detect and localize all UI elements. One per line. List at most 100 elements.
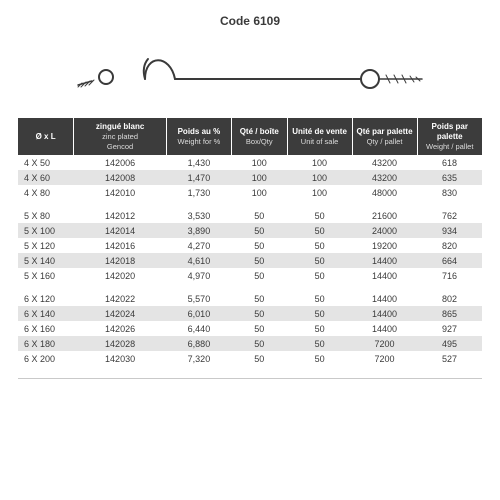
cell-w: 1,470 <box>166 170 231 185</box>
cell-dim: 5 X 120 <box>18 238 74 253</box>
table-row: 6 X 2001420307,32050507200527 <box>18 351 482 366</box>
cell-wp: 830 <box>417 185 482 200</box>
cell-dim: 4 X 50 <box>18 155 74 170</box>
cell-dim: 6 X 200 <box>18 351 74 366</box>
cell-code: 142014 <box>74 223 167 238</box>
cell-unit: 100 <box>287 185 352 200</box>
cell-code: 142018 <box>74 253 167 268</box>
cell-unit: 50 <box>287 208 352 223</box>
cell-box: 100 <box>231 185 287 200</box>
table-row: 6 X 1401420246,010505014400865 <box>18 306 482 321</box>
cell-wp: 762 <box>417 208 482 223</box>
cell-code: 142008 <box>74 170 167 185</box>
cell-w: 6,010 <box>166 306 231 321</box>
cell-code: 142006 <box>74 155 167 170</box>
col-header-4: Unité de venteUnit of sale <box>287 118 352 155</box>
cell-box: 100 <box>231 155 287 170</box>
cell-wp: 618 <box>417 155 482 170</box>
cell-w: 4,610 <box>166 253 231 268</box>
cell-box: 50 <box>231 291 287 306</box>
cell-pal: 19200 <box>352 238 417 253</box>
table-row: 5 X 1401420184,610505014400664 <box>18 253 482 268</box>
cell-dim: 5 X 80 <box>18 208 74 223</box>
cell-wp: 527 <box>417 351 482 366</box>
cell-unit: 50 <box>287 223 352 238</box>
cell-wp: 820 <box>417 238 482 253</box>
cell-w: 1,730 <box>166 185 231 200</box>
table-row: 4 X 501420061,43010010043200618 <box>18 155 482 170</box>
cell-pal: 14400 <box>352 321 417 336</box>
cell-box: 50 <box>231 238 287 253</box>
cell-w: 6,440 <box>166 321 231 336</box>
cell-code: 142028 <box>74 336 167 351</box>
cell-w: 7,320 <box>166 351 231 366</box>
cell-w: 1,430 <box>166 155 231 170</box>
col-header-5: Qté par paletteQty / pallet <box>352 118 417 155</box>
cell-w: 3,530 <box>166 208 231 223</box>
cell-box: 50 <box>231 223 287 238</box>
cell-wp: 716 <box>417 268 482 283</box>
cell-wp: 934 <box>417 223 482 238</box>
col-header-0: Ø x L <box>18 118 74 155</box>
cell-code: 142022 <box>74 291 167 306</box>
cell-pal: 48000 <box>352 185 417 200</box>
cell-unit: 50 <box>287 238 352 253</box>
footer-divider <box>18 378 482 379</box>
cell-w: 4,270 <box>166 238 231 253</box>
cell-dim: 6 X 140 <box>18 306 74 321</box>
cell-box: 50 <box>231 321 287 336</box>
table-row: 5 X 801420123,530505021600762 <box>18 208 482 223</box>
cell-box: 50 <box>231 351 287 366</box>
cell-unit: 100 <box>287 170 352 185</box>
cell-unit: 50 <box>287 268 352 283</box>
cell-dim: 5 X 100 <box>18 223 74 238</box>
spec-table: Ø x Lzingué blanczinc platedGencodPoids … <box>18 118 482 366</box>
cell-w: 4,970 <box>166 268 231 283</box>
cell-w: 3,890 <box>166 223 231 238</box>
cell-wp: 664 <box>417 253 482 268</box>
cell-unit: 50 <box>287 306 352 321</box>
table-row: 5 X 1601420204,970505014400716 <box>18 268 482 283</box>
col-header-3: Qté / boîteBox/Qty <box>231 118 287 155</box>
cell-wp: 495 <box>417 336 482 351</box>
cell-unit: 50 <box>287 291 352 306</box>
cell-code: 142012 <box>74 208 167 223</box>
cell-code: 142024 <box>74 306 167 321</box>
cell-box: 50 <box>231 336 287 351</box>
cell-pal: 24000 <box>352 223 417 238</box>
col-header-1: zingué blanczinc platedGencod <box>74 118 167 155</box>
cell-box: 50 <box>231 253 287 268</box>
table-row: 5 X 1001420143,890505024000934 <box>18 223 482 238</box>
cell-box: 50 <box>231 268 287 283</box>
cell-w: 5,570 <box>166 291 231 306</box>
cell-pal: 43200 <box>352 170 417 185</box>
product-illustration <box>18 34 482 104</box>
cell-box: 50 <box>231 306 287 321</box>
cell-unit: 50 <box>287 351 352 366</box>
product-code: Code 6109 <box>18 14 482 28</box>
cell-pal: 7200 <box>352 351 417 366</box>
table-row: 6 X 1601420266,440505014400927 <box>18 321 482 336</box>
cell-unit: 50 <box>287 253 352 268</box>
cell-w: 6,880 <box>166 336 231 351</box>
cell-pal: 14400 <box>352 253 417 268</box>
cell-pal: 21600 <box>352 208 417 223</box>
cell-wp: 927 <box>417 321 482 336</box>
cell-dim: 6 X 120 <box>18 291 74 306</box>
table-row: 4 X 801420101,73010010048000830 <box>18 185 482 200</box>
cell-dim: 6 X 160 <box>18 321 74 336</box>
cell-pal: 43200 <box>352 155 417 170</box>
cell-wp: 865 <box>417 306 482 321</box>
cell-unit: 100 <box>287 155 352 170</box>
table-row: 5 X 1201420164,270505019200820 <box>18 238 482 253</box>
cell-pal: 14400 <box>352 268 417 283</box>
cell-pal: 7200 <box>352 336 417 351</box>
col-header-2: Poids au %Weight for % <box>166 118 231 155</box>
cell-unit: 50 <box>287 321 352 336</box>
cell-dim: 5 X 140 <box>18 253 74 268</box>
cell-code: 142010 <box>74 185 167 200</box>
cell-code: 142016 <box>74 238 167 253</box>
cell-dim: 4 X 80 <box>18 185 74 200</box>
cell-box: 50 <box>231 208 287 223</box>
cell-code: 142020 <box>74 268 167 283</box>
